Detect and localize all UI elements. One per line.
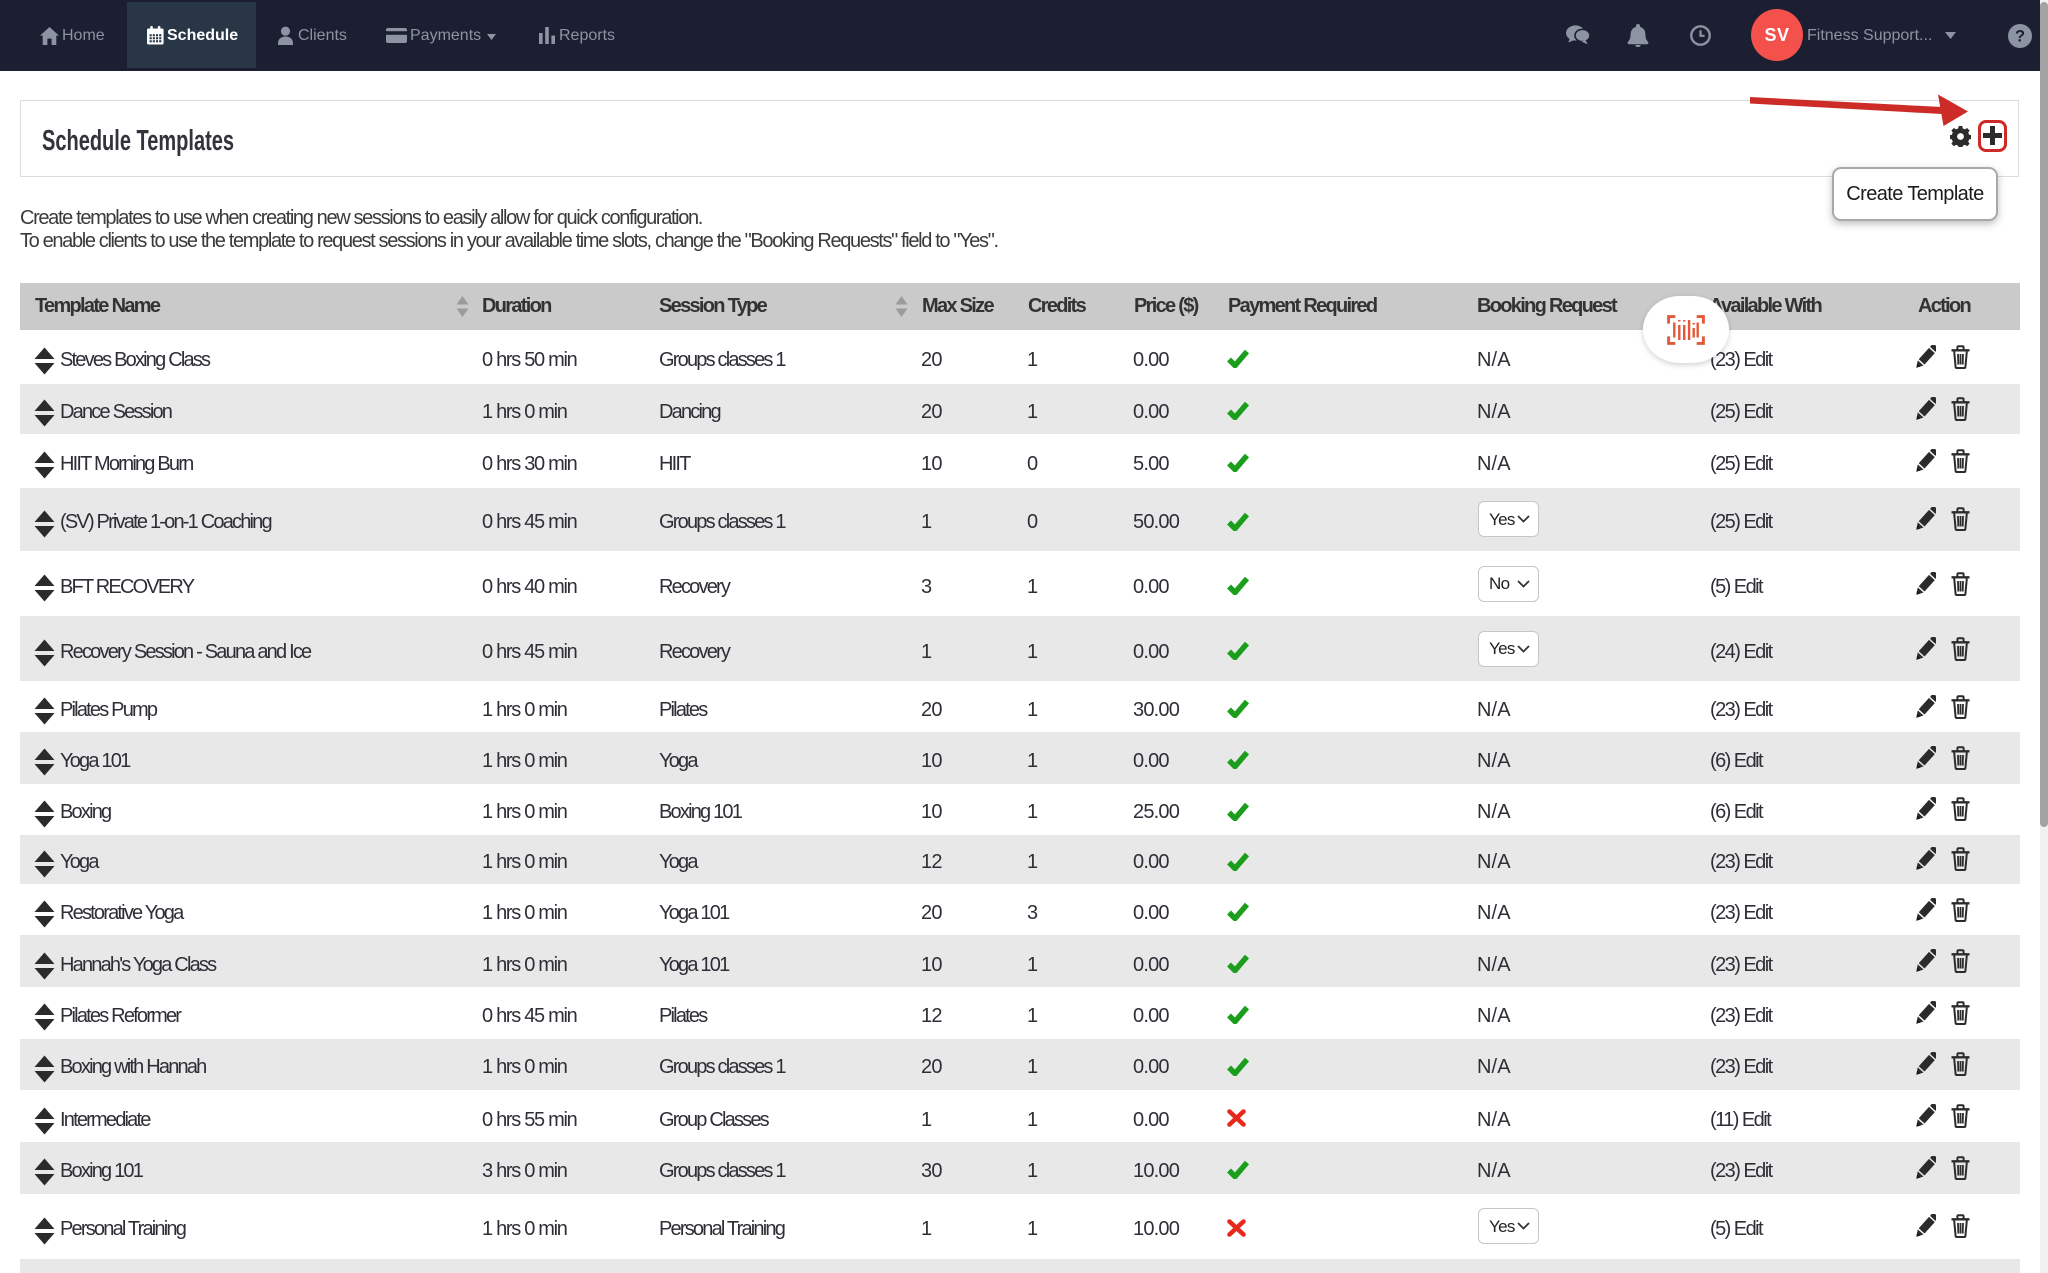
svg-text:?: ? <box>2015 27 2025 45</box>
